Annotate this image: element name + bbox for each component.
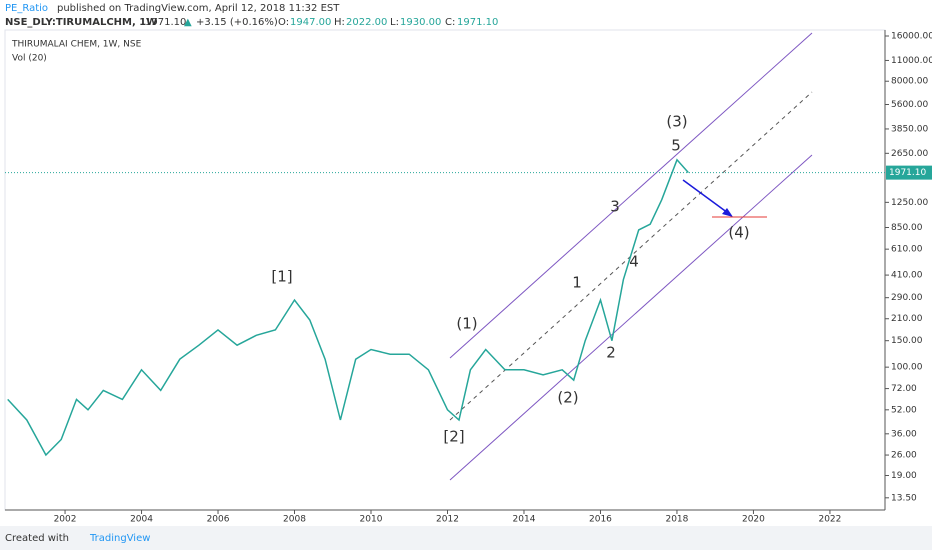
projection-arrow <box>682 179 729 214</box>
footer-bar <box>0 526 932 550</box>
channel-upper <box>449 32 813 359</box>
wave-label: (2) <box>557 389 578 407</box>
y-tick-label: 210.00 <box>891 314 923 324</box>
o-label: O: <box>278 17 289 28</box>
c-label: C: <box>445 17 455 28</box>
change: +3.15 (+0.16%) <box>196 17 278 28</box>
y-tick-label: 72.00 <box>891 384 917 394</box>
channel-mid <box>449 91 813 421</box>
y-tick-label: 410.00 <box>891 271 923 281</box>
high: 2022.00 <box>346 17 387 28</box>
x-tick-label: 2018 <box>665 515 688 525</box>
y-tick-label: 16000.00 <box>891 31 932 41</box>
y-tick-label: 8000.00 <box>891 77 928 87</box>
x-tick-label: 2008 <box>283 515 306 525</box>
wave-label: 1 <box>572 274 582 292</box>
y-tick-label: 19.00 <box>891 471 917 481</box>
x-tick-label: 2004 <box>130 515 153 525</box>
close: 1971.10 <box>457 17 498 28</box>
wave-label: (1) <box>456 315 477 333</box>
x-tick-label: 2002 <box>54 515 77 525</box>
author[interactable]: PE_Ratio <box>5 3 48 14</box>
wave-label: 3 <box>610 198 620 216</box>
channel <box>449 32 813 481</box>
wave-label: (3) <box>666 113 687 131</box>
footer-created: Created with <box>5 533 69 544</box>
y-tick-label: 3850.00 <box>891 124 928 134</box>
y-tick-label: 2650.00 <box>891 149 928 159</box>
wave-label: (4) <box>728 224 749 242</box>
x-tick-label: 2010 <box>360 515 383 525</box>
wave-label: 5 <box>671 137 681 155</box>
price-line <box>7 158 689 457</box>
y-tick-label: 850.00 <box>891 223 923 233</box>
x-tick-label: 2012 <box>436 515 459 525</box>
y-tick-label: 1250.00 <box>891 198 928 208</box>
last-price-label: 1971.10 <box>889 168 926 178</box>
published: published on TradingView.com, April 12, … <box>57 3 340 14</box>
chart-title: THIRUMALAI CHEM, 1W, NSE <box>11 40 142 50</box>
wave-label: 2 <box>606 344 616 362</box>
wave-label: [2] <box>443 428 464 446</box>
y-tick-label: 290.00 <box>891 293 923 303</box>
chart-subtitle: Vol (20) <box>12 54 47 64</box>
last-price-box <box>886 165 932 180</box>
y-tick-label: 150.00 <box>891 336 923 346</box>
arrow-head <box>722 208 733 217</box>
change-arrow: ▲ <box>184 17 192 28</box>
y-tick-label: 13.50 <box>891 493 917 503</box>
y-tick-label: 52.00 <box>891 405 917 415</box>
y-tick-label: 5600.00 <box>891 100 928 110</box>
wave-label: 4 <box>629 253 639 271</box>
x-tick-label: 2006 <box>207 515 230 525</box>
channel-lower <box>449 154 813 481</box>
y-tick-label: 26.00 <box>891 451 917 461</box>
wave-label: [1] <box>271 268 292 286</box>
y-tick-label: 11000.00 <box>891 56 932 66</box>
x-tick-label: 2022 <box>818 515 841 525</box>
l-label: L: <box>390 17 399 28</box>
h-label: H: <box>334 17 345 28</box>
y-tick-label: 610.00 <box>891 245 923 255</box>
x-tick-label: 2014 <box>513 515 536 525</box>
price: 1971.10 <box>145 17 186 28</box>
symbol: NSE_DLY:TIRUMALCHM, 1W <box>5 17 157 28</box>
x-tick-label: 2020 <box>742 515 765 525</box>
footer-brand[interactable]: TradingView <box>89 533 150 544</box>
open: 1947.00 <box>290 17 331 28</box>
y-tick-label: 36.00 <box>891 429 917 439</box>
x-tick-label: 2016 <box>589 515 612 525</box>
y-tick-label: 100.00 <box>891 363 923 373</box>
low: 1930.00 <box>400 17 441 28</box>
